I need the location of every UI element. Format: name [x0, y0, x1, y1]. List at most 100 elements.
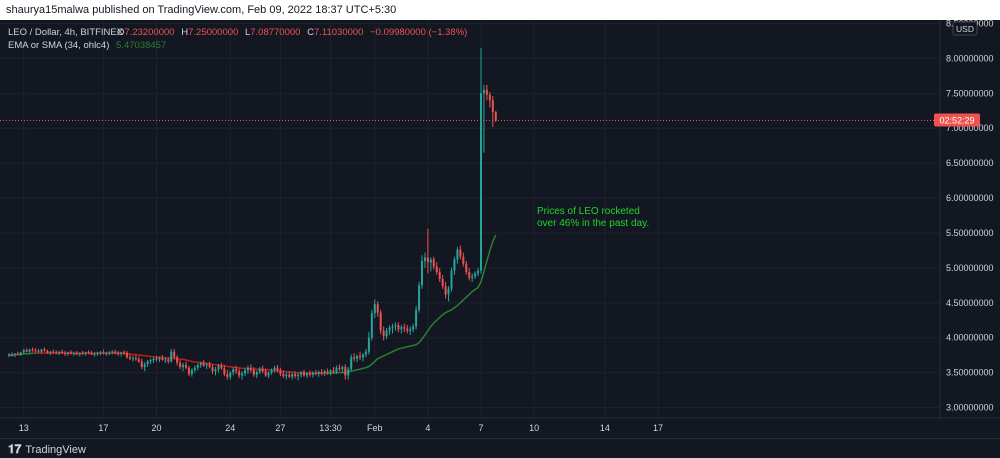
y-tick-label: 5.50000000: [946, 228, 994, 238]
candle: [31, 347, 34, 352]
candle-body: [279, 370, 282, 375]
candle: [214, 367, 217, 376]
candle: [477, 267, 480, 277]
candle-body: [409, 329, 412, 331]
candle: [429, 257, 432, 272]
candle: [149, 358, 152, 365]
candle-body: [474, 273, 477, 277]
chart-background: [0, 20, 1000, 438]
candle-body: [205, 364, 208, 366]
candle-body: [303, 372, 305, 376]
candle-body: [187, 367, 190, 375]
candle-body: [10, 354, 13, 356]
candle: [128, 354, 131, 361]
candle: [332, 367, 335, 374]
candle-body: [131, 357, 134, 359]
candle: [426, 228, 429, 274]
candle: [117, 350, 120, 356]
candle-body: [255, 371, 258, 375]
candle: [46, 349, 49, 354]
candle-body: [261, 368, 264, 372]
candle-body: [167, 359, 170, 362]
candle: [37, 348, 40, 354]
x-axis[interactable]: 13 17 20 24 27 13:30 Feb 4 7 10 14 17: [0, 417, 1000, 433]
candle: [491, 96, 494, 127]
y-tick-label: 5.00000000: [946, 263, 994, 273]
candle: [379, 309, 382, 335]
candle-body: [28, 349, 31, 352]
tradingview-logo[interactable]: 𝟏𝟕 TradingView: [8, 442, 86, 457]
candle-body: [429, 259, 432, 263]
candle-body: [370, 313, 373, 338]
candle: [329, 369, 332, 376]
candle-body: [46, 350, 49, 354]
indicator-label: EMA or SMA (34, ohlc4): [8, 40, 109, 51]
candle: [244, 368, 246, 377]
candle-body: [465, 263, 468, 273]
candle: [72, 351, 75, 356]
candle-body: [128, 357, 131, 359]
candle-body: [223, 368, 226, 375]
candle: [61, 349, 64, 354]
candle: [335, 365, 338, 375]
candle: [367, 332, 370, 355]
candle: [123, 350, 126, 356]
price-chart[interactable]: LEO / Dollar, 4h, BITFINEX O7.23200000 H…: [0, 20, 1000, 438]
candle-body: [300, 372, 303, 375]
candle: [235, 365, 238, 375]
candle-body: [397, 325, 400, 330]
indicator-value: 5.47038457: [116, 40, 166, 51]
candle-body: [67, 352, 69, 354]
candle: [303, 369, 305, 377]
candle-body: [244, 370, 246, 374]
candle: [412, 323, 415, 333]
legend-c-value: 7.11030000: [314, 27, 364, 38]
y-tick-label: 7.50000000: [946, 88, 994, 98]
candle-body: [58, 351, 61, 354]
ma-line-segment-late: [327, 234, 497, 375]
candle-body: [297, 374, 300, 377]
candle-body: [423, 257, 426, 261]
candle-body: [394, 325, 397, 327]
candle-body: [235, 369, 238, 372]
candle: [152, 357, 155, 363]
candle-body: [480, 93, 482, 271]
candle-body: [305, 373, 308, 376]
candle-body: [37, 350, 40, 352]
candle: [13, 353, 16, 358]
candle-body: [214, 369, 217, 372]
candle: [359, 351, 362, 361]
candle-body: [193, 367, 196, 370]
candle-body: [459, 249, 462, 257]
candle: [482, 84, 485, 153]
candle: [409, 326, 412, 335]
candle: [423, 252, 426, 268]
y-tick-label: 3.00000000: [946, 403, 994, 413]
candle: [314, 369, 317, 376]
candle-body: [270, 369, 273, 373]
candle: [459, 245, 462, 260]
candle-body: [72, 353, 75, 355]
candle-body: [488, 94, 491, 101]
candle: [338, 364, 341, 372]
candle: [468, 267, 471, 281]
candle-body: [456, 249, 459, 260]
candle: [69, 350, 72, 355]
candle: [400, 325, 403, 334]
annotation-line-1: Prices of LEO rocketed: [537, 206, 640, 217]
candle-body: [323, 371, 326, 374]
candle: [347, 367, 350, 380]
candle: [43, 347, 46, 352]
candle-body: [294, 374, 297, 377]
candle: [217, 364, 220, 373]
annotation-line-2: over 46% in the past day.: [537, 218, 649, 229]
candle-body: [241, 373, 244, 376]
candle: [10, 352, 13, 357]
candle: [276, 364, 279, 373]
currency-badge[interactable]: USD: [952, 21, 978, 36]
candle-body: [418, 285, 421, 310]
candle: [282, 370, 285, 379]
candle-body: [485, 89, 488, 95]
candle-body: [170, 351, 173, 362]
candle-body: [329, 370, 332, 373]
